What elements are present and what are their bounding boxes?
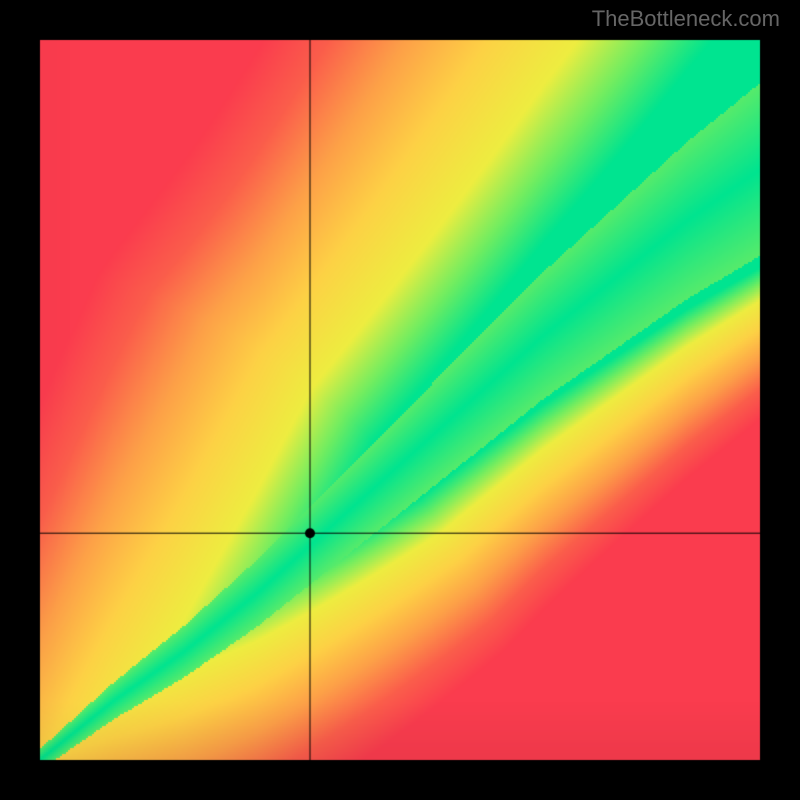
bottleneck-heatmap <box>0 0 800 800</box>
chart-container: TheBottleneck.com <box>0 0 800 800</box>
watermark-text: TheBottleneck.com <box>592 6 780 32</box>
